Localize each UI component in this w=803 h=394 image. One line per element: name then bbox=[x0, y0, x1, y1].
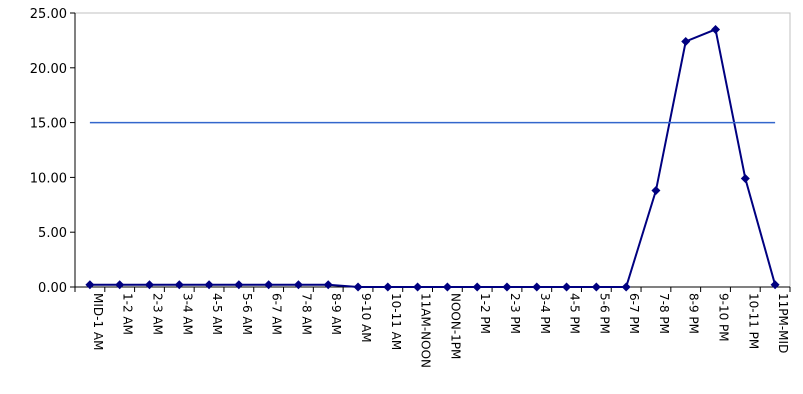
data-point-marker bbox=[442, 282, 452, 292]
x-category-label: 7-8 PM bbox=[657, 293, 671, 334]
data-point-marker bbox=[383, 282, 393, 292]
x-category-label: NOON-1PM bbox=[448, 293, 462, 359]
data-point-marker bbox=[472, 282, 482, 292]
x-category-label: 10-11 AM bbox=[389, 293, 403, 350]
y-tick-label: 25.00 bbox=[30, 7, 67, 22]
data-point-marker bbox=[234, 280, 244, 290]
data-point-marker bbox=[770, 280, 780, 290]
y-tick-label: 0.00 bbox=[38, 281, 67, 296]
y-tick-label: 20.00 bbox=[30, 62, 67, 77]
plot-area bbox=[74, 12, 791, 288]
data-point-marker bbox=[591, 282, 601, 292]
data-point-marker bbox=[144, 280, 154, 290]
series-line bbox=[89, 28, 777, 288]
y-tick-label: 5.00 bbox=[38, 226, 67, 241]
x-category-label: 4-5 PM bbox=[568, 293, 582, 334]
data-point-marker bbox=[532, 282, 542, 292]
x-category-label: 5-6 PM bbox=[597, 293, 611, 334]
y-tick-label: 10.00 bbox=[30, 171, 67, 186]
x-category-label: 1-2 PM bbox=[478, 293, 492, 334]
x-category-label: 1-2 AM bbox=[121, 293, 135, 335]
x-category-label: 8-9 AM bbox=[329, 293, 343, 335]
x-category-label: 6-7 AM bbox=[270, 293, 284, 335]
data-point-marker bbox=[621, 282, 631, 292]
data-point-marker bbox=[264, 280, 274, 290]
x-category-label: 9-10 PM bbox=[717, 293, 731, 342]
y-tick-label: 15.00 bbox=[30, 117, 67, 132]
data-point-marker bbox=[413, 282, 423, 292]
data-point-marker bbox=[293, 280, 303, 290]
x-category-label: 6-7 PM bbox=[627, 293, 641, 334]
data-point-marker bbox=[174, 280, 184, 290]
x-category-label: 11PM-MID bbox=[776, 293, 790, 353]
x-category-label: 10-11 PM bbox=[746, 293, 760, 349]
x-category-label: 3-4 AM bbox=[180, 293, 194, 335]
x-category-label: 2-3 AM bbox=[150, 293, 164, 335]
x-category-label: 4-5 AM bbox=[210, 293, 224, 335]
x-category-label: 7-8 AM bbox=[299, 293, 313, 335]
x-category-label: 11AM-NOON bbox=[419, 293, 433, 368]
x-category-label: MID-1 AM bbox=[91, 293, 105, 350]
data-point-marker bbox=[115, 280, 125, 290]
data-point-marker bbox=[353, 282, 363, 292]
x-category-label: 5-6 AM bbox=[240, 293, 254, 335]
data-point-marker bbox=[740, 173, 750, 183]
data-point-marker bbox=[562, 282, 572, 292]
data-point-marker bbox=[85, 280, 95, 290]
data-point-marker bbox=[204, 280, 214, 290]
data-point-marker bbox=[711, 24, 721, 34]
x-category-label: 8-9 PM bbox=[687, 293, 701, 334]
data-point-marker bbox=[651, 186, 661, 196]
data-point-marker bbox=[502, 282, 512, 292]
x-category-label: 3-4 PM bbox=[538, 293, 552, 334]
x-category-label: 9-10 AM bbox=[359, 293, 373, 343]
x-category-label: 2-3 PM bbox=[508, 293, 522, 334]
data-point-marker bbox=[323, 280, 333, 290]
data-point-marker bbox=[681, 36, 691, 46]
